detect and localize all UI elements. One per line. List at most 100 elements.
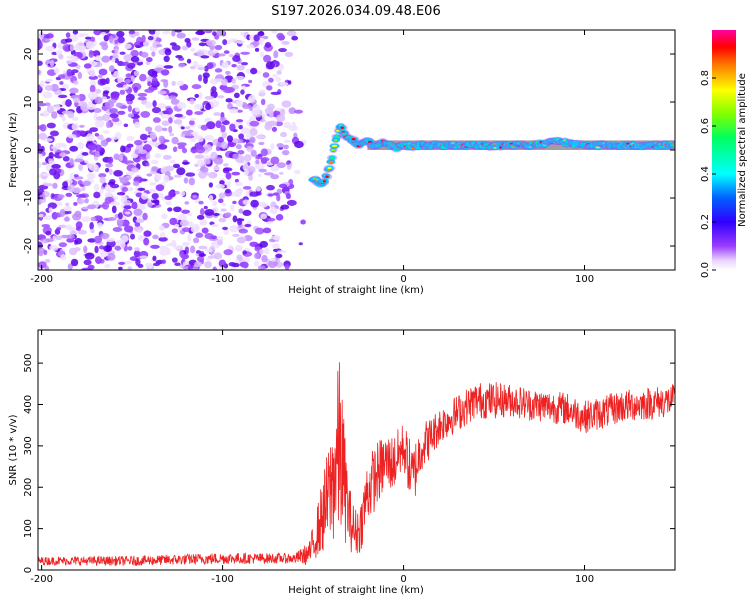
heatmap-cell — [214, 68, 223, 73]
heatmap-cell — [151, 51, 156, 57]
heatmap-cell — [81, 216, 92, 223]
heatmap-cell — [210, 224, 220, 228]
heatmap-cell — [97, 134, 104, 141]
heatmap-cell — [151, 77, 158, 85]
heatmap-cell — [253, 34, 260, 42]
heatmap-cell — [237, 187, 243, 194]
heatmap-cell — [114, 245, 122, 251]
heatmap-cell — [38, 161, 42, 169]
heatmap-cell — [131, 201, 138, 210]
heatmap-cell — [133, 70, 140, 77]
heatmap-cell — [41, 162, 48, 166]
heatmap-cell — [72, 30, 79, 35]
heatmap-cell — [278, 171, 284, 175]
heatmap-cell — [103, 130, 110, 134]
heatmap-cell — [236, 64, 245, 71]
heatmap-cell — [109, 113, 119, 119]
heatmap-cell — [42, 91, 53, 99]
heatmap-cell — [105, 167, 110, 173]
heatmap-cell — [212, 49, 220, 54]
heatmap-cell — [87, 264, 95, 270]
heatmap-cell — [204, 95, 215, 100]
heatmap-cell — [258, 168, 267, 173]
heatmap-cell — [238, 208, 244, 214]
heatmap-cell — [65, 202, 70, 207]
heatmap-cell — [165, 107, 173, 115]
heatmap-cell — [163, 79, 169, 88]
heatmap-cell — [201, 227, 209, 234]
heatmap-cell — [291, 121, 297, 130]
heatmap-cell — [65, 99, 72, 107]
heatmap-cell — [88, 51, 94, 58]
heatmap-cell — [228, 53, 234, 58]
heatmap-cell — [187, 129, 194, 133]
heatmap-cell — [212, 266, 217, 270]
heatmap-cell — [197, 135, 204, 143]
heatmap-cell — [124, 211, 131, 215]
heatmap-cell — [98, 204, 106, 208]
heatmap-cell — [68, 226, 76, 232]
heatmap-cell — [254, 47, 260, 52]
heatmap-cell — [199, 220, 207, 226]
heatmap-cell — [261, 113, 266, 120]
snr-xtick-label: 0 — [400, 574, 406, 585]
heatmap-cell — [59, 81, 64, 85]
heatmap-cell — [108, 65, 115, 72]
heatmap-cell — [76, 130, 87, 135]
heatmap-cell — [229, 108, 239, 114]
heatmap-cell — [158, 111, 164, 116]
heatmap-cell — [259, 248, 264, 255]
heatmap-cell — [171, 257, 178, 263]
heatmap-cell — [80, 103, 90, 112]
heatmap-cell — [118, 266, 123, 270]
heatmap-cell — [71, 123, 80, 131]
heatmap-cell — [249, 136, 256, 144]
heatmap-cell — [122, 84, 129, 90]
heatmap-cell — [150, 73, 158, 78]
heatmap-cell — [232, 233, 240, 237]
heatmap-cell — [267, 193, 274, 197]
heatmap-cell — [267, 103, 275, 110]
heatmap-cell — [210, 151, 218, 160]
heatmap-cell — [213, 78, 224, 82]
heatmap-cell — [194, 111, 204, 115]
heatmap-cell — [88, 163, 98, 171]
heatmap-cell — [85, 41, 95, 49]
heatmap-cell — [181, 147, 188, 154]
heatmap-cell — [270, 165, 280, 172]
heatmap-cell — [94, 96, 103, 105]
heatmap-cell — [50, 83, 59, 92]
heatmap-cell — [181, 209, 191, 214]
heatmap-cell — [150, 159, 159, 165]
heatmap-cell — [204, 209, 215, 216]
heatmap-cell — [107, 252, 116, 261]
heatmap-cell — [105, 237, 116, 243]
heatmap-ylabel: Frequency (Hz) — [8, 112, 19, 188]
heatmap-cell — [124, 43, 132, 49]
heatmap-cell — [47, 202, 58, 210]
heatmap-cell — [147, 35, 154, 41]
heatmap-ytick-label: -20 — [23, 238, 34, 254]
heatmap-cell — [114, 48, 119, 55]
heatmap-cell — [288, 107, 296, 115]
heatmap-cell — [187, 221, 194, 228]
heatmap-cell — [70, 258, 79, 267]
heatmap-ytick-label: 20 — [23, 48, 34, 61]
heatmap-cell — [175, 55, 183, 59]
heatmap-cell — [184, 201, 190, 205]
heatmap-cell — [260, 98, 266, 106]
heatmap-cell — [177, 142, 187, 147]
heatmap-cell — [189, 65, 196, 70]
heatmap-cell — [218, 217, 227, 223]
heatmap-cell — [220, 141, 228, 150]
heatmap-cell — [66, 60, 73, 65]
heatmap-cell — [123, 200, 131, 206]
heatmap-ridge-core — [325, 175, 329, 178]
heatmap-ridge-core — [351, 137, 356, 141]
heatmap-cell — [242, 209, 252, 217]
heatmap-cell — [294, 109, 304, 114]
heatmap-cell — [255, 186, 262, 192]
heatmap-cell — [198, 245, 208, 250]
heatmap-cell — [204, 261, 212, 269]
heatmap-cell — [249, 128, 258, 136]
